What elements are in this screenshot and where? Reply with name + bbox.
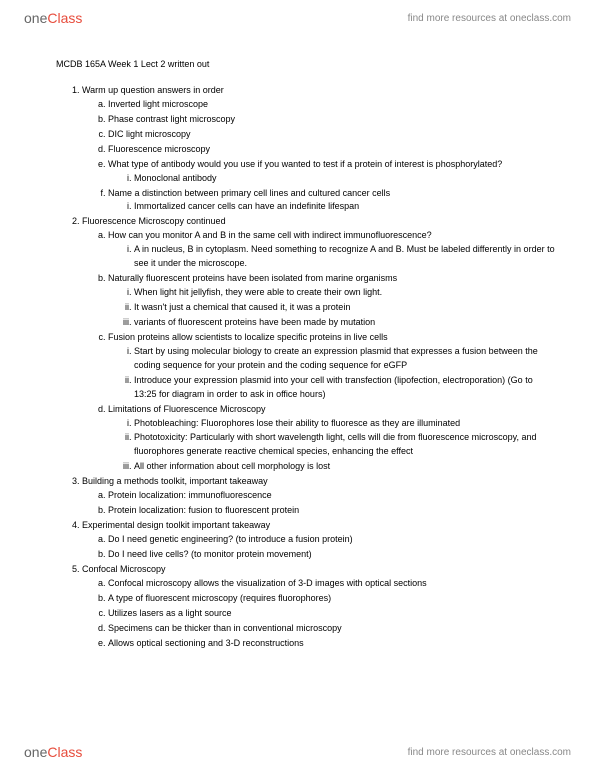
item-5d: Specimens can be thicker than in convent… — [108, 622, 555, 636]
item-2c: Fusion proteins allow scientists to loca… — [108, 331, 555, 402]
section-1: Warm up question answers in order Invert… — [82, 84, 555, 214]
item-2c-text: Fusion proteins allow scientists to loca… — [108, 332, 388, 342]
item-1f: Name a distinction between primary cell … — [108, 187, 555, 215]
brand-logo: oneClass — [24, 10, 82, 26]
brand-part2: Class — [47, 10, 82, 26]
item-2b-ii: It wasn't just a chemical that caused it… — [134, 301, 555, 315]
item-1e-i: Monoclonal antibody — [134, 172, 555, 186]
section-5-heading: Confocal Microscopy — [82, 564, 166, 574]
footer-brand-logo: oneClass — [24, 744, 82, 760]
section-4-heading: Experimental design toolkit important ta… — [82, 520, 270, 530]
item-2a-text: How can you monitor A and B in the same … — [108, 230, 432, 240]
item-1f-text: Name a distinction between primary cell … — [108, 188, 390, 198]
item-2d-i: Photobleaching: Fluorophores lose their … — [134, 417, 555, 431]
footer-brand-part1: one — [24, 744, 47, 760]
item-1c: DIC light microscopy — [108, 128, 555, 142]
item-5e: Allows optical sectioning and 3-D recons… — [108, 637, 555, 651]
item-1e: What type of antibody would you use if y… — [108, 158, 555, 186]
item-5c: Utilizes lasers as a light source — [108, 607, 555, 621]
brand-logo-text: oneClass — [24, 10, 82, 26]
page-footer: oneClass find more resources at oneclass… — [0, 734, 595, 770]
footer-brand-part2: Class — [47, 744, 82, 760]
item-2d-text: Limitations of Fluorescence Microscopy — [108, 404, 266, 414]
page-header: oneClass find more resources at oneclass… — [0, 0, 595, 36]
header-tagline: find more resources at oneclass.com — [408, 13, 571, 24]
outline-root: Warm up question answers in order Invert… — [56, 84, 555, 651]
item-2d: Limitations of Fluorescence Microscopy P… — [108, 403, 555, 475]
item-2d-iii: All other information about cell morphol… — [134, 460, 555, 474]
item-2d-ii: Phototoxicity: Particularly with short w… — [134, 431, 555, 459]
item-5a: Confocal microscopy allows the visualiza… — [108, 577, 555, 591]
item-2c-ii: Introduce your expression plasmid into y… — [134, 374, 555, 402]
item-2b-text: Naturally fluorescent proteins have been… — [108, 273, 397, 283]
brand-part1: one — [24, 10, 47, 26]
document-body: MCDB 165A Week 1 Lect 2 written out Warm… — [56, 58, 555, 652]
footer-tagline: find more resources at oneclass.com — [408, 747, 571, 758]
section-3: Building a methods toolkit, important ta… — [82, 475, 555, 518]
item-5b: A type of fluorescent microscopy (requir… — [108, 592, 555, 606]
section-3-heading: Building a methods toolkit, important ta… — [82, 476, 268, 486]
section-2-heading: Fluorescence Microscopy continued — [82, 216, 226, 226]
section-1-heading: Warm up question answers in order — [82, 85, 224, 95]
section-4: Experimental design toolkit important ta… — [82, 519, 555, 562]
item-1f-i: Immortalized cancer cells can have an in… — [134, 200, 555, 214]
document-title: MCDB 165A Week 1 Lect 2 written out — [56, 58, 555, 72]
item-1d: Fluorescence microscopy — [108, 143, 555, 157]
item-2a: How can you monitor A and B in the same … — [108, 229, 555, 271]
item-2b: Naturally fluorescent proteins have been… — [108, 272, 555, 330]
item-2b-i: When light hit jellyfish, they were able… — [134, 286, 555, 300]
item-4b: Do I need live cells? (to monitor protei… — [108, 548, 555, 562]
item-1a: Inverted light microscope — [108, 98, 555, 112]
item-2c-i: Start by using molecular biology to crea… — [134, 345, 555, 373]
item-1e-text: What type of antibody would you use if y… — [108, 159, 502, 169]
section-5: Confocal Microscopy Confocal microscopy … — [82, 563, 555, 651]
item-4a: Do I need genetic engineering? (to intro… — [108, 533, 555, 547]
item-2a-i: A in nucleus, B in cytoplasm. Need somet… — [134, 243, 555, 271]
item-3a: Protein localization: immunofluorescence — [108, 489, 555, 503]
section-2: Fluorescence Microscopy continued How ca… — [82, 215, 555, 474]
footer-brand-logo-text: oneClass — [24, 744, 82, 760]
item-2b-iii: variants of fluorescent proteins have be… — [134, 316, 555, 330]
item-1b: Phase contrast light microscopy — [108, 113, 555, 127]
item-3b: Protein localization: fusion to fluoresc… — [108, 504, 555, 518]
